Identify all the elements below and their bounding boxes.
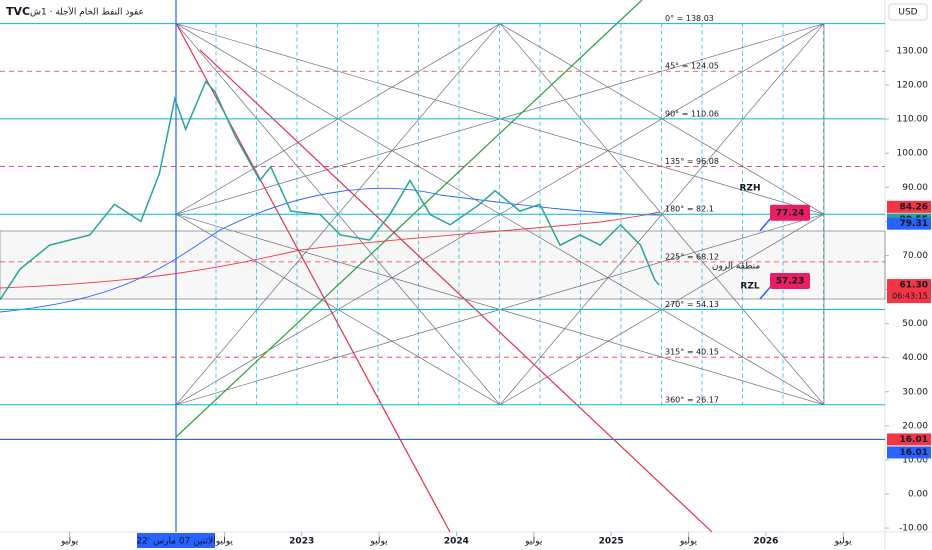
y-tick-label: -10.00 — [899, 524, 928, 534]
gann-level-label: 360° = 26.17 — [665, 395, 719, 404]
callout-label: 77.24 — [776, 208, 804, 218]
y-tick-label: 90.00 — [902, 183, 928, 193]
zone-label: منطقه الزون — [712, 262, 761, 272]
gann-level-label: 180° = 82.1 — [665, 205, 714, 214]
currency-box[interactable] — [888, 3, 928, 21]
currency: USD — [898, 8, 917, 18]
y-tick-label: 70.00 — [902, 251, 928, 261]
y-tick-label: 20.00 — [902, 421, 928, 431]
callout-label: 57.23 — [776, 276, 804, 286]
crosshair-label: الاثنين 07 مارس '22 — [136, 537, 215, 547]
x-tick-label: يوليو — [834, 537, 853, 547]
crosshair-label-box — [137, 533, 215, 548]
x-tick-label: يوليو — [679, 537, 698, 547]
trend-line — [199, 49, 713, 533]
y-tick-label: 100.00 — [897, 149, 929, 159]
x-tick-label: 2023 — [289, 537, 314, 547]
range-box — [0, 230, 886, 300]
x-tick-label: يوليو — [524, 537, 543, 547]
y-tick-label: 120.00 — [897, 81, 929, 91]
price-badge — [887, 433, 931, 446]
price-badge — [887, 200, 931, 213]
x-tick-label: يوليو — [215, 537, 234, 547]
gann-level-label: 225° = 68.12 — [665, 252, 719, 261]
gann-level-label: 45° = 124.05 — [665, 62, 719, 71]
x-tick-label: يوليو — [369, 537, 388, 547]
y-tick-label: 40.00 — [902, 353, 928, 363]
source: TVC — [6, 5, 30, 18]
price-badge-timer: 06:43:15 — [892, 292, 928, 301]
y-tick-label: 10.00 — [902, 455, 928, 465]
price-badge-label: 84.26 — [900, 202, 928, 212]
gann-level-label: 90° = 110.06 — [665, 109, 719, 118]
callout-name: RZH — [740, 183, 761, 193]
y-tick-label: 110.00 — [897, 115, 929, 125]
price-badge-label: 79.31 — [900, 219, 928, 229]
x-tick-label: 2025 — [599, 537, 624, 547]
price-badge-label: 16.01 — [900, 435, 928, 445]
callout-box — [770, 272, 810, 289]
callout-pointer — [759, 284, 773, 300]
x-tick-label: 2024 — [444, 537, 469, 547]
trend-line — [175, 0, 643, 438]
callout-name: RZL — [740, 281, 759, 291]
moving-average — [0, 211, 661, 289]
price-badge — [887, 446, 931, 459]
x-tick-label: يوليو — [60, 537, 79, 547]
callout-box — [770, 204, 810, 221]
price-badge-label: 16.01 — [900, 448, 928, 458]
price-badge — [887, 279, 931, 304]
price-line — [0, 80, 660, 301]
gann-level-label: 315° = 40.15 — [665, 348, 719, 357]
chart-title: عقود النفط الخام الآجلة · 1ش — [30, 6, 144, 18]
callout-pointer — [759, 216, 773, 232]
moving-average — [0, 187, 661, 313]
y-tick-label: 50.00 — [902, 319, 928, 329]
price-badge — [887, 217, 931, 230]
y-tick-label: 130.00 — [897, 46, 929, 56]
x-tick-label: 2026 — [753, 537, 778, 547]
price-badge-label: 61.30 — [900, 281, 928, 291]
gann-level-label: 0° = 138.03 — [665, 14, 714, 23]
gann-level-label: 270° = 54.13 — [665, 300, 719, 309]
gann-level-label: 135° = 96.08 — [665, 157, 719, 166]
y-tick-label: 0.00 — [908, 490, 928, 500]
y-tick-label: 30.00 — [902, 387, 928, 397]
